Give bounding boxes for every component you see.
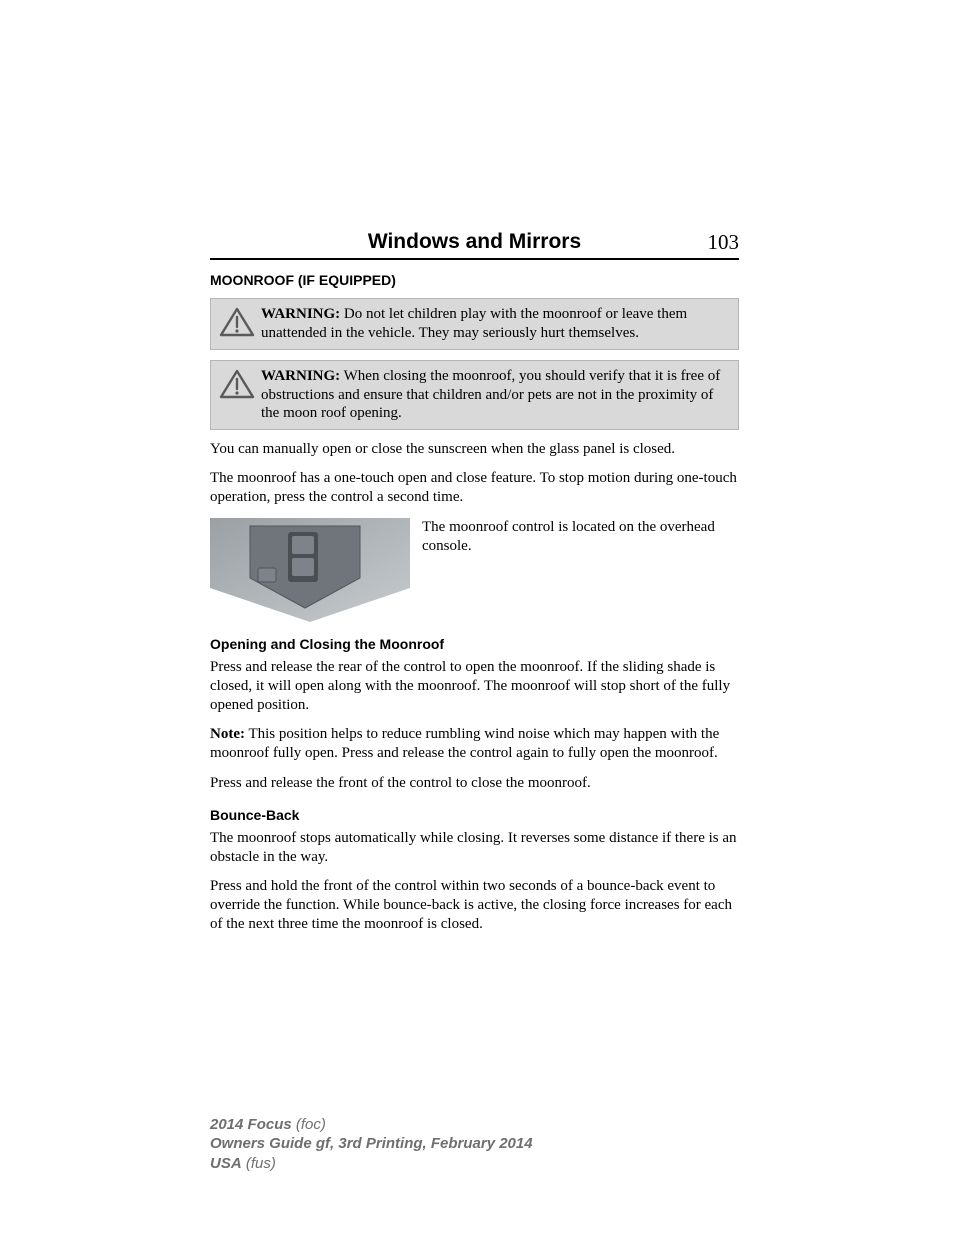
warning-label: WARNING: xyxy=(261,368,340,384)
section-title: MOONROOF (IF EQUIPPED) xyxy=(210,272,739,288)
body-paragraph: The moonroof stops automatically while c… xyxy=(210,829,739,867)
footer-line-2: Owners Guide gf, 3rd Printing, February … xyxy=(210,1134,533,1154)
overhead-console-figure xyxy=(210,518,410,622)
warning-icon xyxy=(219,307,255,343)
warning-box-2: WARNING: When closing the moonroof, you … xyxy=(210,360,739,430)
body-paragraph: Press and release the front of the contr… xyxy=(210,774,739,793)
page-number: 103 xyxy=(708,230,740,255)
warning-icon xyxy=(219,369,255,405)
body-paragraph: You can manually open or close the sunsc… xyxy=(210,440,739,459)
body-paragraph: Note: This position helps to reduce rumb… xyxy=(210,725,739,763)
body-paragraph: The moonroof has a one-touch open and cl… xyxy=(210,469,739,507)
header-title: Windows and Mirrors xyxy=(368,230,581,254)
warning-label: WARNING: xyxy=(261,306,340,322)
body-paragraph: Press and release the rear of the contro… xyxy=(210,658,739,716)
body-paragraph: Press and hold the front of the control … xyxy=(210,877,739,935)
subsection-title: Opening and Closing the Moonroof xyxy=(210,636,739,652)
figure-row: The moonroof control is located on the o… xyxy=(210,518,739,622)
page-footer: 2014 Focus (foc) Owners Guide gf, 3rd Pr… xyxy=(210,1115,533,1174)
footer-line-3: USA (fus) xyxy=(210,1154,533,1174)
subsection-title: Bounce-Back xyxy=(210,807,739,823)
figure-caption: The moonroof control is located on the o… xyxy=(422,518,739,622)
page-header: Windows and Mirrors 103 xyxy=(210,230,739,260)
footer-line-1: 2014 Focus (foc) xyxy=(210,1115,533,1135)
warning-box-1: WARNING: Do not let children play with t… xyxy=(210,298,739,350)
manual-page: Windows and Mirrors 103 MOONROOF (IF EQU… xyxy=(0,0,954,1235)
